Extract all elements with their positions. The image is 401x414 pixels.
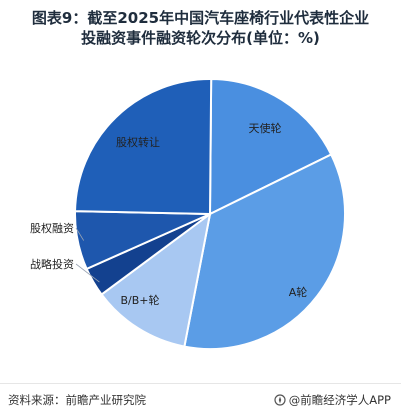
- pie-slice: [74, 78, 213, 216]
- chart-title: 图表9：截至2025年中国汽车座椅行业代表性企业 投融资事件融资轮次分布(单位：…: [0, 8, 401, 48]
- chart-title-line-2: 投融资事件融资轮次分布(单位：%): [81, 29, 320, 47]
- slice-label: B/B+轮: [120, 293, 159, 307]
- slice-label: 股权转让: [116, 135, 160, 149]
- brand: @前瞻经济学人APP: [274, 392, 391, 408]
- leader-line: [75, 263, 100, 283]
- leader-line: [75, 227, 85, 241]
- slice-label: 股权融资: [30, 222, 74, 235]
- pie-slice: [100, 211, 212, 348]
- chart-title-line-1: 图表9：截至2025年中国汽车座椅行业代表性企业: [31, 9, 370, 27]
- slice-label: A轮: [289, 285, 308, 299]
- pie-slice: [208, 78, 333, 216]
- pie-chart: 天使轮 A轮 B/B+轮 战略投资 股权融资 股权转让: [30, 78, 346, 350]
- slice-label: 战略投资: [30, 257, 74, 271]
- source-note: 资料来源：前瞻产业研究院: [8, 393, 146, 407]
- footer: 资料来源：前瞻产业研究院 @前瞻经济学人APP: [0, 383, 401, 414]
- slice-label: 天使轮: [249, 121, 282, 135]
- pie-slice: [183, 153, 346, 350]
- compass-icon: [274, 394, 286, 406]
- brand-label: @前瞻经济学人APP: [288, 393, 391, 407]
